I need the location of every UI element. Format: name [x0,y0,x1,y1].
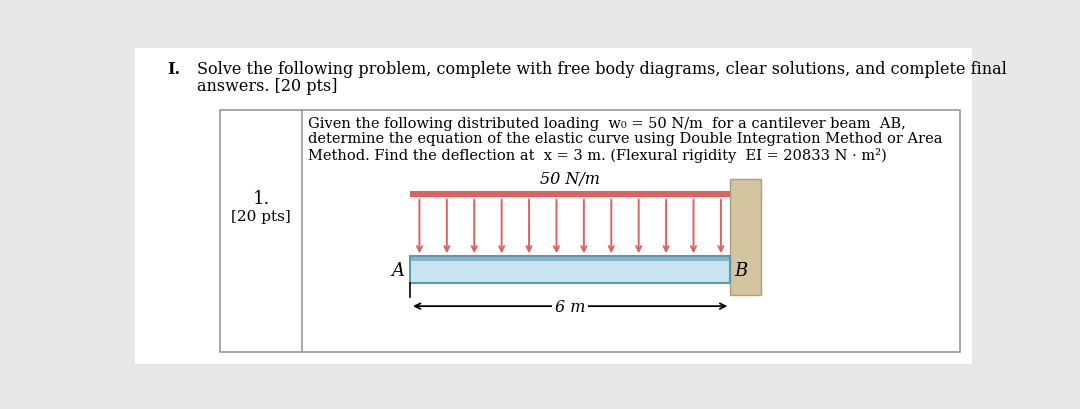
Text: Method. Find the deflection at  x = 3 m. (Flexural rigidity  EI = 20833 N · m²): Method. Find the deflection at x = 3 m. … [308,147,887,162]
Text: [20 pts]: [20 pts] [231,209,292,223]
Bar [410,256,730,261]
Bar [220,110,960,353]
Text: 1.: 1. [253,190,270,208]
Text: determine the equation of the elastic curve using Double Integration Method or A: determine the equation of the elastic cu… [308,132,943,146]
Bar [410,191,730,197]
Text: B: B [734,261,747,279]
Text: A: A [391,261,404,279]
Text: 6 m: 6 m [555,298,585,315]
Text: answers. [20 pts]: answers. [20 pts] [197,77,337,94]
Text: Solve the following problem, complete with free body diagrams, clear solutions, : Solve the following problem, complete wi… [197,61,1007,78]
Text: I.: I. [167,61,180,78]
Bar [730,180,761,295]
Text: Given the following distributed loading  w₀ = 50 N/m  for a cantilever beam  AB,: Given the following distributed loading … [308,117,906,130]
Bar [410,256,730,283]
Text: 50 N/m: 50 N/m [540,171,600,187]
